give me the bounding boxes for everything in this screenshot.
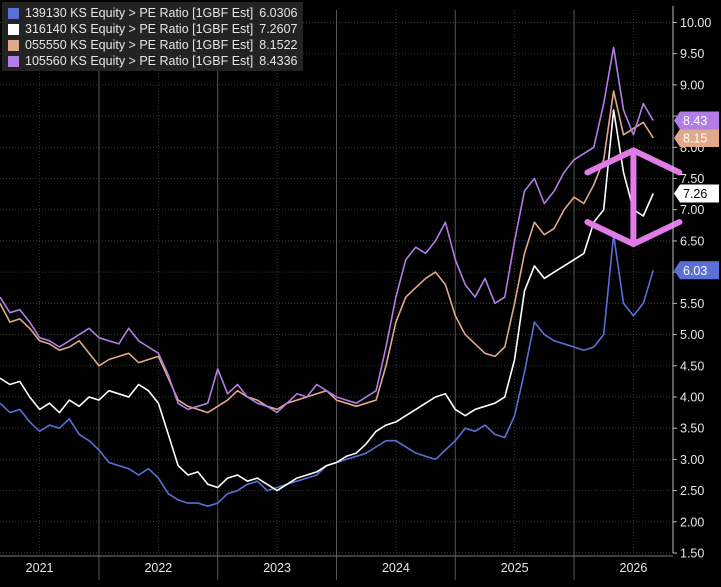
legend-swatch bbox=[8, 55, 19, 67]
x-tick-label: 2023 bbox=[263, 561, 291, 575]
y-tick-label: 10.00 bbox=[680, 16, 711, 30]
y-tick-label: 9.00 bbox=[680, 78, 704, 92]
arrow-head-bottom bbox=[584, 219, 683, 248]
legend-series-value: 7.2607 bbox=[259, 22, 298, 36]
x-tick-label: 2021 bbox=[26, 561, 54, 575]
legend-series-value: 6.0306 bbox=[259, 6, 298, 20]
series-line bbox=[0, 46, 654, 414]
last-value-text: 6.03 bbox=[683, 264, 707, 278]
y-tick-label: 7.50 bbox=[680, 172, 704, 186]
legend-series-value: 8.4336 bbox=[259, 54, 298, 68]
y-tick-label: 2.50 bbox=[680, 484, 704, 498]
legend-series-name: 105560 KS Equity > PE Ratio [1GBF Est] bbox=[25, 54, 254, 68]
series-lines bbox=[0, 46, 654, 508]
x-tick-label: 2024 bbox=[382, 561, 410, 575]
series-line bbox=[0, 109, 654, 492]
legend-series-name: 316140 KS Equity > PE Ratio [1GBF Est] bbox=[25, 22, 254, 36]
legend-series-name: 055550 KS Equity > PE Ratio [1GBF Est] bbox=[25, 38, 254, 52]
legend-item: 316140 KS Equity > PE Ratio [1GBF Est] 7… bbox=[8, 21, 297, 37]
legend-series-name: 139130 KS Equity > PE Ratio [1GBF Est] bbox=[25, 6, 254, 20]
last-value-tag bbox=[674, 184, 719, 203]
y-tick-label: 5.00 bbox=[680, 328, 704, 342]
x-axis: 2021 2022 2023 2024 2025 2026 bbox=[0, 555, 673, 575]
x-tick-label: 2022 bbox=[144, 561, 172, 575]
y-tick-label: 5.50 bbox=[680, 297, 704, 311]
last-value-text: 8.43 bbox=[683, 114, 707, 128]
y-tick-label: 3.50 bbox=[680, 422, 704, 436]
legend-item: 105560 KS Equity > PE Ratio [1GBF Est] 8… bbox=[8, 53, 297, 69]
year-separators bbox=[98, 10, 575, 580]
last-value-labels: 6.03 7.26 8.15 8.43 bbox=[674, 111, 719, 280]
legend-item: 055550 KS Equity > PE Ratio [1GBF Est] 8… bbox=[8, 37, 297, 53]
legend-series-value: 8.1522 bbox=[259, 38, 298, 52]
y-tick-label: 4.50 bbox=[680, 359, 704, 373]
last-value-text: 7.26 bbox=[683, 187, 707, 201]
last-value-text: 8.15 bbox=[683, 131, 707, 145]
y-axis: 1.502.002.503.003.504.004.505.005.506.00… bbox=[672, 6, 711, 561]
y-tick-label: 9.50 bbox=[680, 47, 704, 61]
y-tick-label: 2.00 bbox=[680, 515, 704, 529]
range-arrow bbox=[584, 147, 683, 248]
x-tick-label: 2025 bbox=[501, 561, 529, 575]
last-value-tag bbox=[674, 128, 719, 147]
y-tick-label: 6.50 bbox=[680, 234, 704, 248]
last-value-tag bbox=[674, 261, 719, 280]
legend-swatch bbox=[8, 7, 19, 19]
legend-swatch bbox=[8, 23, 19, 35]
legend-item: 139130 KS Equity > PE Ratio [1GBF Est] 6… bbox=[8, 5, 297, 21]
y-tick-label: 3.00 bbox=[680, 453, 704, 467]
y-tick-label: 4.00 bbox=[680, 390, 704, 404]
last-value-tag bbox=[674, 111, 719, 130]
x-tick-label: 2026 bbox=[620, 561, 648, 575]
legend-swatch bbox=[8, 39, 19, 51]
legend: 139130 KS Equity > PE Ratio [1GBF Est] 6… bbox=[2, 2, 304, 71]
y-tick-label: 1.50 bbox=[680, 547, 704, 561]
y-tick-label: 7.00 bbox=[680, 203, 704, 217]
arrow-head-top bbox=[584, 147, 683, 176]
